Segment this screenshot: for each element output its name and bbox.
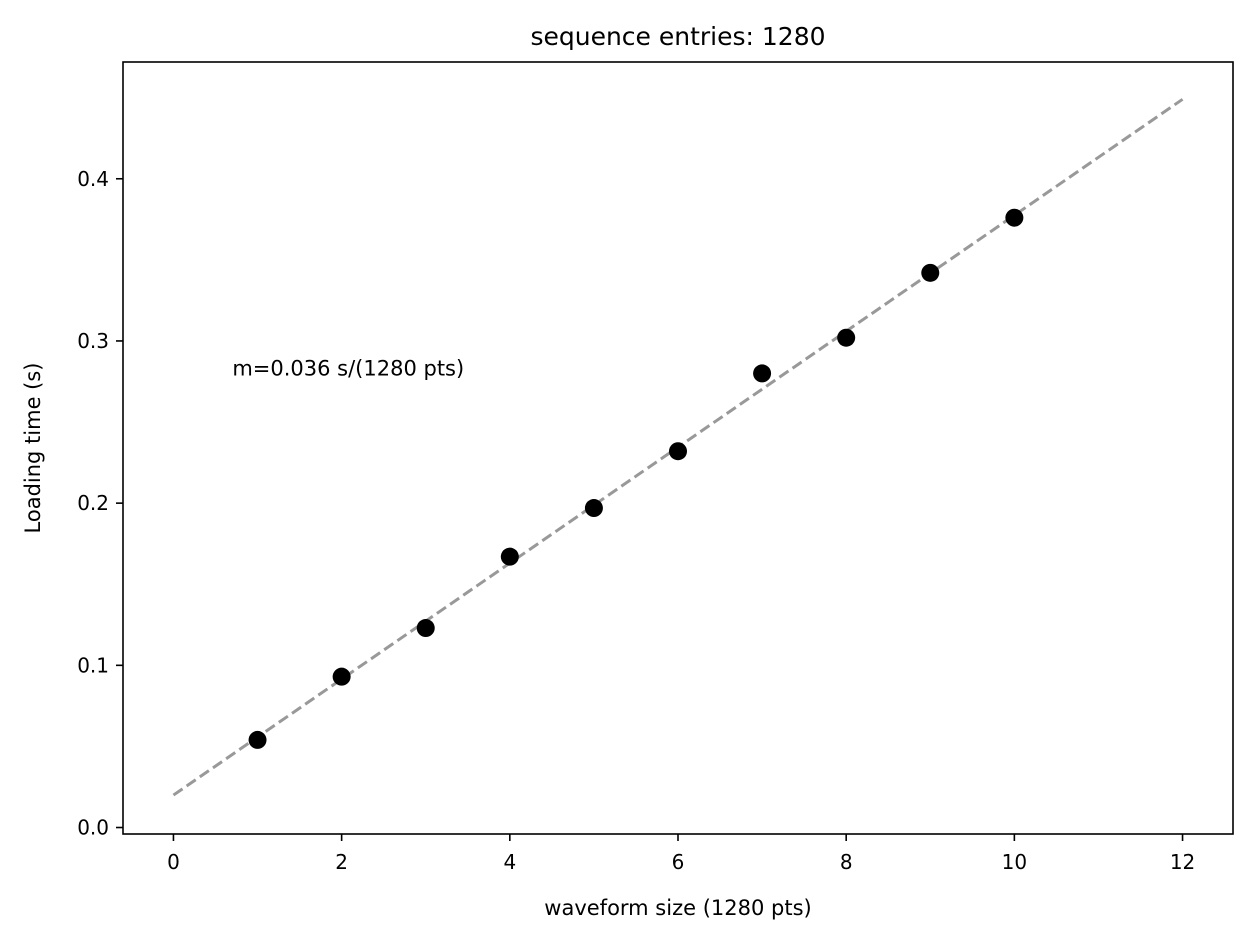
data-point xyxy=(416,619,435,638)
y-tick-label: 0.2 xyxy=(77,491,109,515)
data-point xyxy=(837,328,856,347)
y-tick-label: 0.3 xyxy=(77,329,109,353)
x-tick-label: 6 xyxy=(672,850,685,874)
y-tick-label: 0.1 xyxy=(77,653,109,677)
data-point xyxy=(921,263,940,282)
data-point xyxy=(1005,208,1024,227)
data-point xyxy=(753,364,772,383)
x-axis: 0 2 4 6 8 10 12 xyxy=(167,834,1195,874)
x-tick-label: 8 xyxy=(840,850,853,874)
chart-title: sequence entries: 1280 xyxy=(530,22,825,51)
y-tick-label: 0.0 xyxy=(77,816,109,840)
data-point xyxy=(584,499,603,518)
data-point xyxy=(669,442,687,461)
slope-annotation: m=0.036 s/(1280 pts) xyxy=(232,357,464,381)
x-tick-label: 2 xyxy=(335,850,348,874)
data-point xyxy=(332,667,351,686)
x-tick-label: 12 xyxy=(1170,850,1195,874)
x-axis-label: waveform size (1280 pts) xyxy=(544,896,811,920)
x-tick-label: 10 xyxy=(1002,850,1027,874)
y-axis: 0.0 0.1 0.2 0.3 0.4 xyxy=(77,167,123,840)
x-tick-label: 4 xyxy=(503,850,516,874)
x-tick-label: 0 xyxy=(167,850,180,874)
plot-area xyxy=(172,98,1184,797)
data-point xyxy=(248,730,267,749)
y-tick-label: 0.4 xyxy=(77,167,109,191)
data-point xyxy=(500,547,519,566)
y-axis-label: Loading time (s) xyxy=(21,363,45,534)
